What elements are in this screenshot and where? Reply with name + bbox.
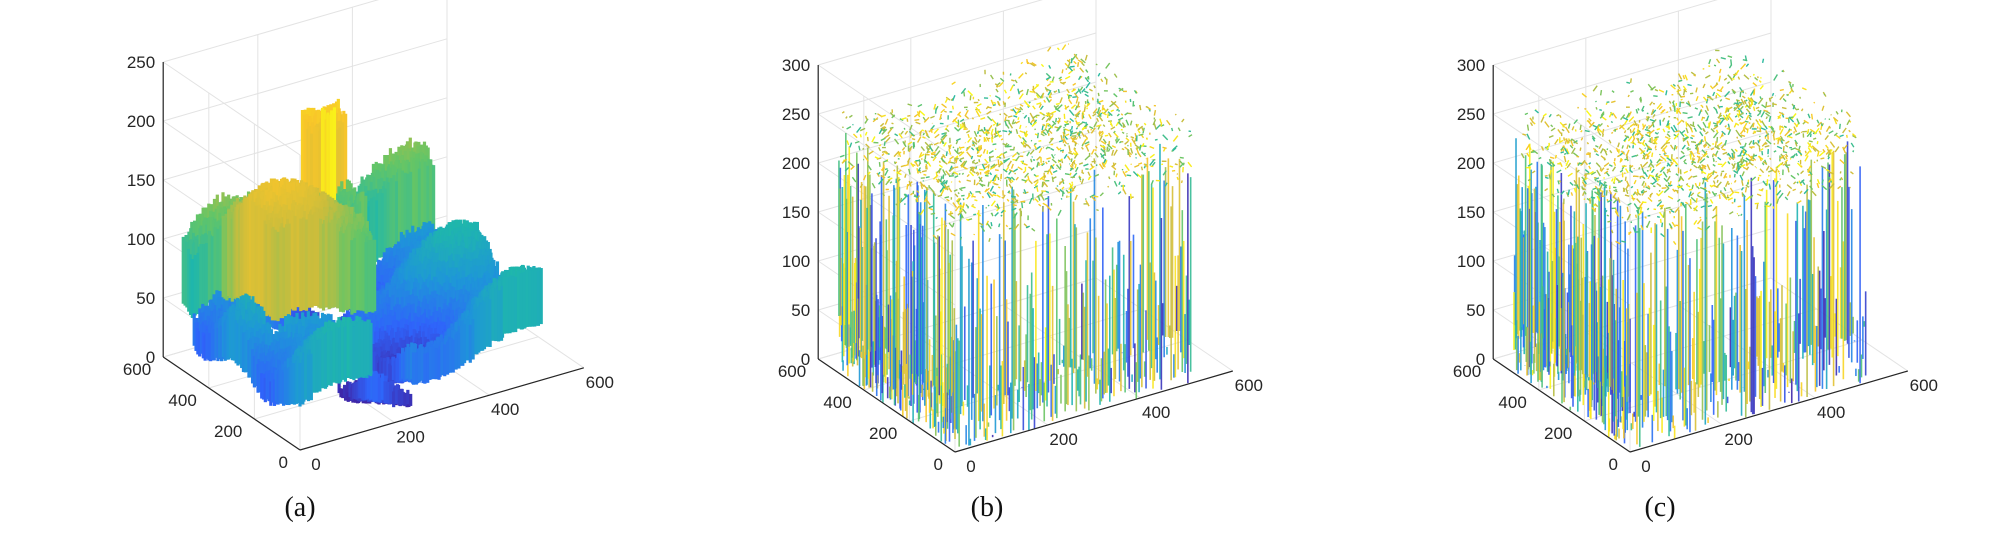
gridline (162, 61, 301, 156)
gridline (163, 38, 448, 122)
gridline (163, 0, 380, 63)
surface (181, 98, 543, 408)
